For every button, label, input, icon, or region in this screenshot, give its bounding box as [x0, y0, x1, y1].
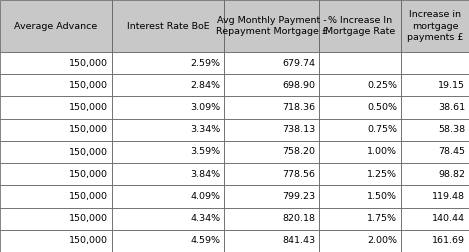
- Bar: [0, 163, 112, 185]
- Bar: [401, 52, 469, 74]
- Text: 150,000: 150,000: [69, 125, 108, 134]
- Bar: [401, 230, 469, 252]
- Bar: [0, 141, 112, 163]
- Text: 150,000: 150,000: [69, 170, 108, 179]
- Bar: [0, 52, 112, 74]
- Bar: [401, 163, 469, 185]
- Bar: [224, 185, 319, 208]
- Bar: [0, 208, 112, 230]
- Bar: [112, 208, 224, 230]
- Text: 778.56: 778.56: [282, 170, 315, 179]
- Bar: [401, 119, 469, 141]
- Bar: [224, 141, 319, 163]
- Bar: [224, 163, 319, 185]
- Text: 150,000: 150,000: [69, 81, 108, 90]
- Text: 1.50%: 1.50%: [367, 192, 397, 201]
- Bar: [401, 0, 469, 52]
- Bar: [319, 163, 401, 185]
- Text: 150,000: 150,000: [69, 214, 108, 223]
- Text: % Increase In
Mortgage Rate: % Increase In Mortgage Rate: [325, 16, 395, 36]
- Bar: [224, 97, 319, 119]
- Text: 1.00%: 1.00%: [367, 147, 397, 156]
- Text: 19.15: 19.15: [438, 81, 465, 90]
- Text: 3.34%: 3.34%: [190, 125, 220, 134]
- Text: 150,000: 150,000: [69, 192, 108, 201]
- Bar: [224, 119, 319, 141]
- Bar: [401, 141, 469, 163]
- Text: 2.59%: 2.59%: [190, 59, 220, 68]
- Text: 3.59%: 3.59%: [190, 147, 220, 156]
- Bar: [319, 208, 401, 230]
- Bar: [224, 74, 319, 97]
- Text: 150,000: 150,000: [69, 236, 108, 245]
- Text: 150,000: 150,000: [69, 103, 108, 112]
- Text: 820.18: 820.18: [282, 214, 315, 223]
- Text: 679.74: 679.74: [282, 59, 315, 68]
- Text: 1.75%: 1.75%: [367, 214, 397, 223]
- Bar: [224, 0, 319, 52]
- Text: 78.45: 78.45: [438, 147, 465, 156]
- Text: 58.38: 58.38: [438, 125, 465, 134]
- Bar: [319, 74, 401, 97]
- Text: 140.44: 140.44: [432, 214, 465, 223]
- Text: 38.61: 38.61: [438, 103, 465, 112]
- Text: Avg Monthly Payment -
Repayment Mortgage £: Avg Monthly Payment - Repayment Mortgage…: [215, 16, 327, 36]
- Bar: [112, 0, 224, 52]
- Bar: [0, 74, 112, 97]
- Bar: [401, 208, 469, 230]
- Text: 4.09%: 4.09%: [190, 192, 220, 201]
- Bar: [0, 185, 112, 208]
- Bar: [0, 119, 112, 141]
- Text: Average Advance: Average Advance: [15, 21, 98, 30]
- Text: 0.75%: 0.75%: [367, 125, 397, 134]
- Text: 4.59%: 4.59%: [190, 236, 220, 245]
- Bar: [224, 208, 319, 230]
- Text: 738.13: 738.13: [282, 125, 315, 134]
- Text: 150,000: 150,000: [69, 147, 108, 156]
- Bar: [401, 185, 469, 208]
- Bar: [319, 119, 401, 141]
- Text: 119.48: 119.48: [432, 192, 465, 201]
- Bar: [112, 163, 224, 185]
- Text: 0.25%: 0.25%: [367, 81, 397, 90]
- Bar: [319, 141, 401, 163]
- Text: 758.20: 758.20: [282, 147, 315, 156]
- Bar: [112, 185, 224, 208]
- Bar: [112, 97, 224, 119]
- Text: 3.09%: 3.09%: [190, 103, 220, 112]
- Text: 0.50%: 0.50%: [367, 103, 397, 112]
- Bar: [0, 97, 112, 119]
- Bar: [224, 230, 319, 252]
- Bar: [319, 52, 401, 74]
- Text: 150,000: 150,000: [69, 59, 108, 68]
- Bar: [112, 52, 224, 74]
- Text: 4.34%: 4.34%: [190, 214, 220, 223]
- Text: 718.36: 718.36: [282, 103, 315, 112]
- Bar: [319, 230, 401, 252]
- Text: 841.43: 841.43: [282, 236, 315, 245]
- Bar: [112, 74, 224, 97]
- Bar: [0, 230, 112, 252]
- Bar: [401, 74, 469, 97]
- Bar: [319, 185, 401, 208]
- Bar: [112, 141, 224, 163]
- Text: 161.69: 161.69: [432, 236, 465, 245]
- Bar: [319, 97, 401, 119]
- Bar: [0, 0, 112, 52]
- Bar: [319, 0, 401, 52]
- Text: 1.25%: 1.25%: [367, 170, 397, 179]
- Bar: [224, 52, 319, 74]
- Text: Interest Rate BoE: Interest Rate BoE: [127, 21, 209, 30]
- Text: 2.84%: 2.84%: [190, 81, 220, 90]
- Text: 698.90: 698.90: [282, 81, 315, 90]
- Text: Increase in
mortgage
payments £: Increase in mortgage payments £: [407, 10, 463, 42]
- Text: 3.84%: 3.84%: [190, 170, 220, 179]
- Text: 98.82: 98.82: [438, 170, 465, 179]
- Text: 799.23: 799.23: [282, 192, 315, 201]
- Bar: [112, 119, 224, 141]
- Bar: [401, 97, 469, 119]
- Text: 2.00%: 2.00%: [367, 236, 397, 245]
- Bar: [112, 230, 224, 252]
